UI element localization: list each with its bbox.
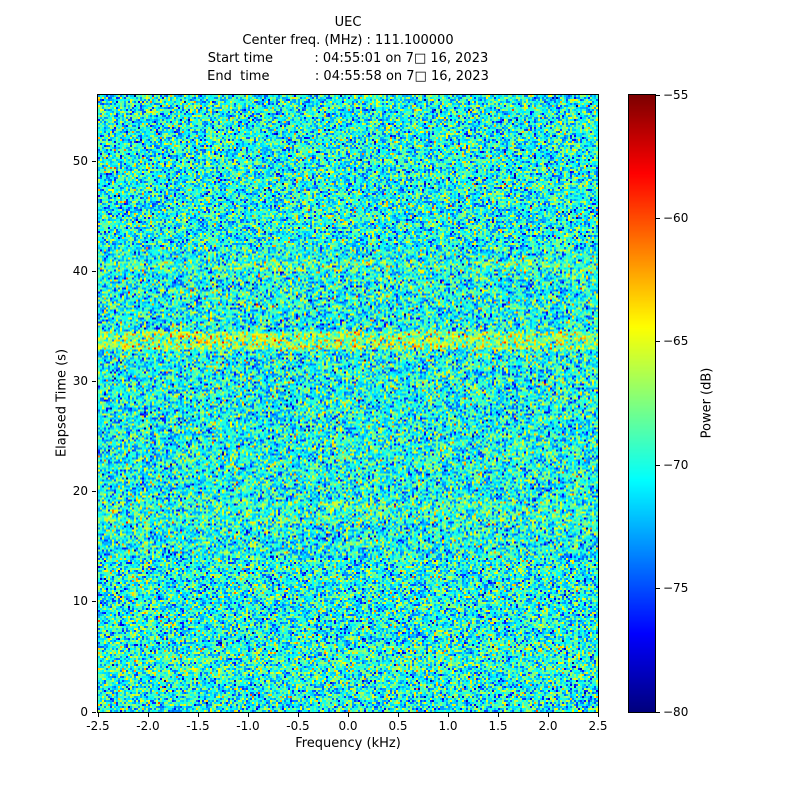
subtitle-start-time: Start time : 04:55:01 on 7□ 16, 2023 bbox=[207, 51, 489, 66]
colorbar-label: Power (dB) bbox=[699, 367, 715, 439]
y-tick-label: 30 bbox=[72, 373, 88, 388]
x-tick-label: -2.0 bbox=[136, 719, 160, 733]
subtitle-end-time: End time : 04:55:58 on 7□ 16, 2023 bbox=[207, 69, 489, 84]
y-tick-label: 0 bbox=[80, 704, 88, 719]
x-tick-label: -1.0 bbox=[236, 719, 260, 733]
y-tick-mark bbox=[92, 160, 96, 162]
y-tick-mark bbox=[92, 711, 96, 713]
colorbar-canvas bbox=[629, 95, 655, 712]
y-tick-label: 40 bbox=[72, 263, 88, 278]
x-tick-label: -2.5 bbox=[86, 719, 110, 733]
colorbar-tick-label: −70 bbox=[663, 457, 689, 472]
y-tick-mark bbox=[92, 601, 96, 603]
y-tick-label: 50 bbox=[72, 153, 88, 168]
y-axis-label: Elapsed Time (s) bbox=[54, 348, 70, 458]
x-tick-mark bbox=[447, 713, 449, 717]
colorbar-tick-mark bbox=[656, 711, 660, 713]
x-tick-mark bbox=[147, 713, 149, 717]
x-tick-mark bbox=[597, 713, 599, 717]
colorbar-tick-mark bbox=[656, 464, 660, 466]
x-tick-mark bbox=[297, 713, 299, 717]
colorbar-tick-mark bbox=[656, 217, 660, 219]
title-block: UEC Center freq. (MHz) : 111.100000 Star… bbox=[98, 14, 598, 86]
x-tick-label: -0.5 bbox=[286, 719, 310, 733]
x-axis-label: Frequency (kHz) bbox=[295, 736, 401, 751]
x-tick-mark bbox=[247, 713, 249, 717]
x-tick-label: 1.0 bbox=[438, 719, 458, 733]
figure-title: UEC bbox=[334, 15, 362, 30]
x-tick-mark bbox=[497, 713, 499, 717]
colorbar-tick-label: −65 bbox=[663, 334, 689, 349]
x-tick-mark bbox=[397, 713, 399, 717]
colorbar-tick-mark bbox=[656, 94, 660, 96]
colorbar-tick-mark bbox=[656, 341, 660, 343]
plot-area bbox=[97, 94, 599, 713]
x-tick-mark bbox=[97, 713, 99, 717]
y-tick-mark bbox=[92, 270, 96, 272]
x-tick-mark bbox=[197, 713, 199, 717]
x-tick-label: 2.5 bbox=[588, 719, 608, 733]
x-tick-label: 1.5 bbox=[488, 719, 508, 733]
x-tick-label: 0.5 bbox=[388, 719, 408, 733]
colorbar-tick-label: −55 bbox=[663, 87, 689, 102]
colorbar-area bbox=[628, 94, 656, 713]
subtitle-center-freq: Center freq. (MHz) : 111.100000 bbox=[242, 33, 454, 48]
colorbar-tick-label: −60 bbox=[663, 210, 689, 225]
x-tick-label: 0.0 bbox=[338, 719, 358, 733]
y-tick-mark bbox=[92, 491, 96, 493]
x-tick-label: -1.5 bbox=[186, 719, 210, 733]
spectrogram-canvas bbox=[98, 95, 598, 712]
x-tick-mark bbox=[547, 713, 549, 717]
y-tick-label: 10 bbox=[72, 594, 88, 609]
x-tick-mark bbox=[347, 713, 349, 717]
colorbar-tick-mark bbox=[656, 588, 660, 590]
x-tick-label: 2.0 bbox=[538, 719, 558, 733]
y-tick-label: 20 bbox=[72, 484, 88, 499]
y-tick-mark bbox=[92, 380, 96, 382]
colorbar-tick-label: −75 bbox=[663, 581, 689, 596]
colorbar-tick-label: −80 bbox=[663, 704, 689, 719]
